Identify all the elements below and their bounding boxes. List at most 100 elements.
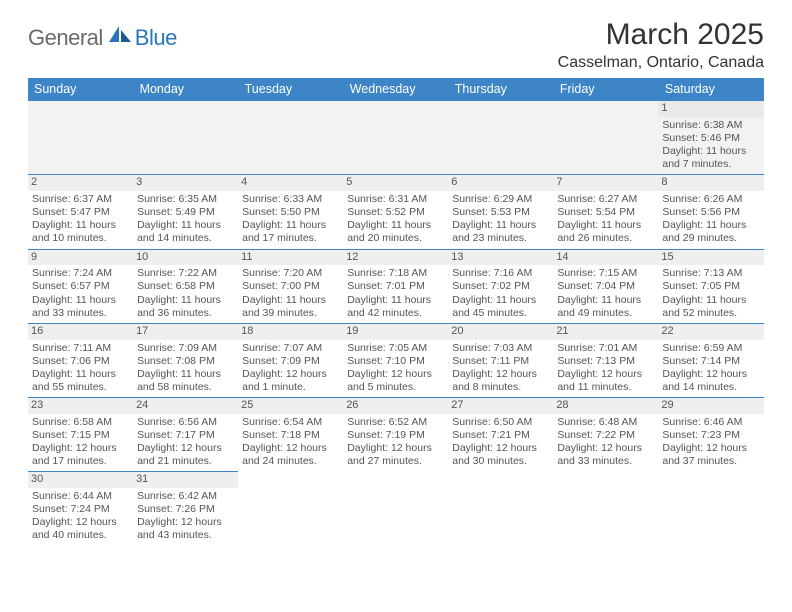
sunrise-line: Sunrise: 7:16 AM	[452, 267, 549, 280]
page: General Blue March 2025 Casselman, Ontar…	[0, 0, 792, 556]
sunrise-line: Sunrise: 6:27 AM	[557, 193, 654, 206]
calendar-cell: 21Sunrise: 7:01 AMSunset: 7:13 PMDayligh…	[553, 323, 658, 397]
day-number: 16	[28, 324, 133, 340]
sunset-line: Sunset: 6:58 PM	[137, 280, 234, 293]
sunset-line: Sunset: 7:06 PM	[32, 355, 129, 368]
sunset-line: Sunset: 7:22 PM	[557, 429, 654, 442]
day-number: 2	[28, 175, 133, 191]
logo-text-general: General	[28, 25, 103, 51]
daylight-line: Daylight: 12 hours and 11 minutes.	[557, 368, 654, 394]
sunset-line: Sunset: 5:52 PM	[347, 206, 444, 219]
daylight-line: Daylight: 11 hours and 52 minutes.	[662, 294, 759, 320]
calendar-cell	[553, 101, 658, 175]
daylight-line: Daylight: 11 hours and 14 minutes.	[137, 219, 234, 245]
sunrise-line: Sunrise: 7:13 AM	[662, 267, 759, 280]
sunset-line: Sunset: 7:04 PM	[557, 280, 654, 293]
day-number: 15	[658, 250, 763, 266]
sunrise-line: Sunrise: 6:58 AM	[32, 416, 129, 429]
sunrise-line: Sunrise: 7:11 AM	[32, 342, 129, 355]
sunrise-line: Sunrise: 7:15 AM	[557, 267, 654, 280]
sunrise-line: Sunrise: 6:46 AM	[662, 416, 759, 429]
sunset-line: Sunset: 7:19 PM	[347, 429, 444, 442]
day-number: 6	[448, 175, 553, 191]
daylight-line: Daylight: 12 hours and 24 minutes.	[242, 442, 339, 468]
calendar-cell	[343, 472, 448, 546]
sunset-line: Sunset: 7:26 PM	[137, 503, 234, 516]
calendar-cell	[238, 101, 343, 175]
sunrise-line: Sunrise: 6:50 AM	[452, 416, 549, 429]
calendar-cell	[343, 101, 448, 175]
daylight-line: Daylight: 12 hours and 21 minutes.	[137, 442, 234, 468]
sunset-line: Sunset: 5:47 PM	[32, 206, 129, 219]
sunset-line: Sunset: 7:14 PM	[662, 355, 759, 368]
sunrise-line: Sunrise: 6:42 AM	[137, 490, 234, 503]
calendar-cell: 9Sunrise: 7:24 AMSunset: 6:57 PMDaylight…	[28, 249, 133, 323]
calendar-row: 16 Sunrise: 7:11 AMSunset: 7:06 PM Dayligh…	[28, 323, 764, 397]
sunrise-line: Sunrise: 7:20 AM	[242, 267, 339, 280]
daylight-line: Daylight: 11 hours and 23 minutes.	[452, 219, 549, 245]
sunset-line: Sunset: 6:57 PM	[32, 280, 129, 293]
sunset-line: Sunset: 5:54 PM	[557, 206, 654, 219]
sunset-line: Sunset: 7:21 PM	[452, 429, 549, 442]
daylight-line: Daylight: 11 hours and 10 minutes.	[32, 219, 129, 245]
weekday-header: Saturday	[658, 78, 763, 101]
daylight-line: Daylight: 11 hours and 26 minutes.	[557, 219, 654, 245]
sunrise-line: Sunrise: 7:18 AM	[347, 267, 444, 280]
sunrise-line: Sunrise: 6:56 AM	[137, 416, 234, 429]
day-number: 24	[133, 398, 238, 414]
daylight-line: Daylight: 11 hours and 33 minutes.	[32, 294, 129, 320]
sunrise-line: Sunrise: 7:03 AM	[452, 342, 549, 355]
calendar-cell: 8Sunrise: 6:26 AMSunset: 5:56 PMDaylight…	[658, 175, 763, 249]
header: General Blue March 2025 Casselman, Ontar…	[28, 18, 764, 72]
day-number: 8	[658, 175, 763, 191]
sunrise-line: Sunrise: 6:26 AM	[662, 193, 759, 206]
sunset-line: Sunset: 7:18 PM	[242, 429, 339, 442]
day-number: 13	[448, 250, 553, 266]
day-number: 27	[448, 398, 553, 414]
sunset-line: Sunset: 7:01 PM	[347, 280, 444, 293]
day-number: 31	[133, 472, 238, 488]
weekday-row: SundayMondayTuesdayWednesdayThursdayFrid…	[28, 78, 764, 101]
calendar-cell: 11Sunrise: 7:20 AMSunset: 7:00 PMDayligh…	[238, 249, 343, 323]
daylight-line: Daylight: 12 hours and 43 minutes.	[137, 516, 234, 542]
page-subtitle: Casselman, Ontario, Canada	[558, 54, 764, 72]
day-number: 20	[448, 324, 553, 340]
sunrise-line: Sunrise: 6:31 AM	[347, 193, 444, 206]
daylight-line: Daylight: 12 hours and 14 minutes.	[662, 368, 759, 394]
sunrise-line: Sunrise: 6:48 AM	[557, 416, 654, 429]
daylight-line: Daylight: 12 hours and 5 minutes.	[347, 368, 444, 394]
sunrise-line: Sunrise: 6:33 AM	[242, 193, 339, 206]
sunset-line: Sunset: 7:11 PM	[452, 355, 549, 368]
daylight-line: Daylight: 12 hours and 33 minutes.	[557, 442, 654, 468]
calendar-cell: 12Sunrise: 7:18 AMSunset: 7:01 PMDayligh…	[343, 249, 448, 323]
sunset-line: Sunset: 5:53 PM	[452, 206, 549, 219]
calendar-cell	[448, 472, 553, 546]
day-number: 18	[238, 324, 343, 340]
title-block: March 2025 Casselman, Ontario, Canada	[558, 18, 764, 72]
sunrise-line: Sunrise: 6:38 AM	[662, 119, 759, 132]
calendar-row: 2Sunrise: 6:37 AMSunset: 5:47 PMDaylight…	[28, 175, 764, 249]
daylight-line: Daylight: 11 hours and 39 minutes.	[242, 294, 339, 320]
daylight-line: Daylight: 12 hours and 8 minutes.	[452, 368, 549, 394]
daylight-line: Daylight: 11 hours and 17 minutes.	[242, 219, 339, 245]
logo-text-blue: Blue	[135, 25, 177, 51]
calendar-cell: 19Sunrise: 7:05 AMSunset: 7:10 PMDayligh…	[343, 323, 448, 397]
calendar-row: 1Sunrise: 6:38 AMSunset: 5:46 PMDaylight…	[28, 101, 764, 175]
calendar-cell: 1Sunrise: 6:38 AMSunset: 5:46 PMDaylight…	[658, 101, 763, 175]
calendar-cell: 13Sunrise: 7:16 AMSunset: 7:02 PMDayligh…	[448, 249, 553, 323]
logo: General Blue	[28, 24, 177, 52]
calendar-cell	[553, 472, 658, 546]
sunrise-line: Sunrise: 7:24 AM	[32, 267, 129, 280]
day-number: 12	[343, 250, 448, 266]
calendar-head: SundayMondayTuesdayWednesdayThursdayFrid…	[28, 78, 764, 101]
calendar-cell: 7Sunrise: 6:27 AMSunset: 5:54 PMDaylight…	[553, 175, 658, 249]
daylight-line: Daylight: 12 hours and 1 minute.	[242, 368, 339, 394]
sunset-line: Sunset: 7:15 PM	[32, 429, 129, 442]
sunrise-line: Sunrise: 7:05 AM	[347, 342, 444, 355]
weekday-header: Monday	[133, 78, 238, 101]
calendar-cell: 28Sunrise: 6:48 AMSunset: 7:22 PMDayligh…	[553, 398, 658, 472]
daylight-line: Daylight: 12 hours and 17 minutes.	[32, 442, 129, 468]
daylight-line: Daylight: 12 hours and 37 minutes.	[662, 442, 759, 468]
sunset-line: Sunset: 7:02 PM	[452, 280, 549, 293]
daylight-line: Daylight: 11 hours and 36 minutes.	[137, 294, 234, 320]
